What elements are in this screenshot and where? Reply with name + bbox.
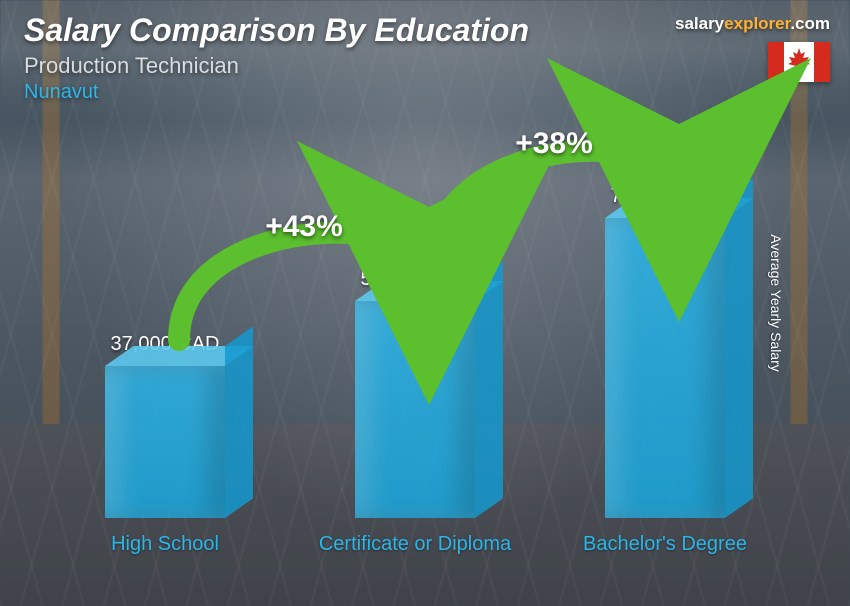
bar-category-label: High School (111, 532, 219, 580)
bar-front-face (605, 218, 725, 518)
bar-front-face (105, 366, 225, 518)
jump-label: +43% (265, 210, 343, 244)
bar-column: 37,000 CADHigh School (65, 333, 265, 580)
chart-subtitle: Production Technician (24, 53, 826, 79)
flag-icon (768, 42, 830, 82)
brand-logo: salaryexplorer.com (675, 14, 830, 34)
bar-side-face (475, 261, 503, 518)
bar-column: 52,900 CADCertificate or Diploma (315, 268, 515, 580)
bar-side-face (725, 178, 753, 518)
chart-region: Nunavut (24, 81, 826, 104)
bar (105, 366, 225, 518)
brand-part1: salary (675, 14, 724, 33)
bar-category-label: Bachelor's Degree (583, 532, 747, 580)
bar-side-face (225, 326, 253, 518)
bar (605, 218, 725, 518)
brand-part2: explorer (724, 14, 790, 33)
bar (355, 301, 475, 518)
brand-suffix: .com (790, 14, 830, 33)
bar-column: 73,000 CADBachelor's Degree (565, 185, 765, 580)
bar-category-label: Certificate or Diploma (319, 532, 511, 580)
bar-front-face (355, 301, 475, 518)
jump-label: +38% (515, 127, 593, 161)
bar-chart: 37,000 CADHigh School52,900 CADCertifica… (40, 160, 790, 580)
